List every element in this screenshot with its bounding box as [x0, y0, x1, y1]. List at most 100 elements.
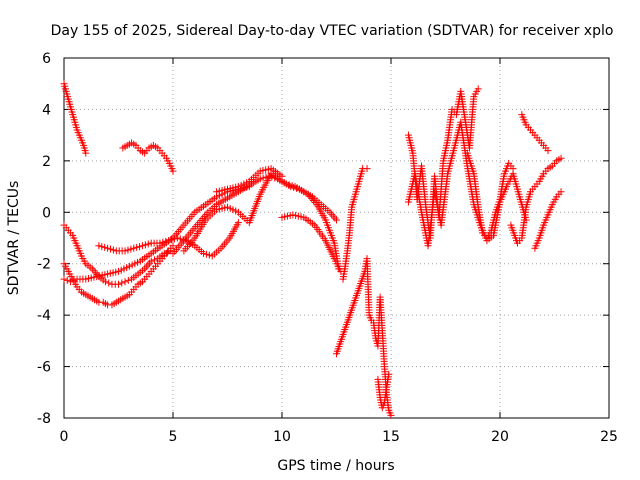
data-point: [109, 246, 117, 254]
data-point: [159, 238, 167, 246]
data-point: [63, 276, 71, 284]
data-point: [156, 239, 164, 247]
y-tick-label: -2: [37, 257, 51, 273]
data-point: [92, 269, 100, 277]
data-point: [168, 236, 176, 244]
data-point: [95, 242, 103, 250]
series-arc-k: [339, 165, 371, 283]
data-point: [205, 251, 213, 259]
chart-title: Day 155 of 2025, Sidereal Day-to-day VTE…: [51, 23, 614, 39]
data-point: [160, 249, 168, 257]
plot-frame: [63, 57, 610, 419]
data-point: [101, 243, 109, 251]
data-point: [105, 279, 113, 287]
data-point: [147, 257, 155, 265]
data-point: [118, 279, 126, 287]
y-tick-label: -4: [37, 308, 51, 324]
data-point: [557, 188, 565, 196]
data-point: [141, 241, 149, 249]
axis-ticks: [63, 57, 610, 419]
y-axis-title: SDTVAR / TECUs: [6, 181, 22, 296]
data-point: [173, 234, 181, 242]
y-tick-label: -6: [37, 360, 51, 376]
data-point: [278, 172, 286, 180]
data-point: [98, 243, 106, 251]
data-point: [256, 175, 264, 183]
data-point: [363, 165, 371, 173]
data-point: [165, 237, 173, 245]
y-tick-labels: 6 4 2 0 -2 -4 -6 -8: [37, 51, 51, 427]
data-point: [101, 278, 109, 286]
data-point: [557, 154, 565, 162]
data-point: [287, 183, 295, 191]
data-point: [138, 242, 146, 250]
data-point: [115, 280, 122, 288]
data-point: [385, 370, 393, 378]
data-point: [328, 210, 336, 218]
data-point: [142, 263, 150, 271]
data-point: [60, 275, 68, 283]
data-point: [509, 165, 517, 173]
data-point: [234, 219, 242, 227]
data-point: [331, 214, 339, 222]
y-tick-label: -8: [37, 411, 51, 427]
data-point: [121, 247, 129, 255]
x-tick-label: 20: [491, 429, 509, 445]
data-markers: [60, 80, 565, 419]
data-point: [164, 248, 172, 256]
data-point: [169, 242, 177, 250]
data-point: [329, 212, 337, 220]
data-point: [200, 249, 208, 257]
series-arc-p: [463, 149, 517, 242]
x-tick-label: 15: [382, 429, 400, 445]
data-point: [146, 259, 154, 267]
data-point: [82, 149, 90, 157]
data-point: [124, 246, 132, 254]
data-point: [107, 245, 115, 253]
data-point: [293, 184, 301, 192]
series-arc-b: [119, 139, 177, 175]
data-point: [290, 183, 298, 191]
series-arc-a: [60, 80, 90, 157]
data-point: [127, 245, 135, 253]
x-axis-title: GPS time / hours: [277, 458, 394, 474]
y-tick-label: 2: [42, 154, 51, 170]
series-arc-h: [180, 170, 343, 273]
x-tick-labels: 0 5 10 15 20 25: [60, 429, 618, 445]
series-arc-j: [278, 211, 345, 275]
data-point: [136, 243, 144, 251]
data-point: [133, 243, 141, 251]
series-arc-q: [507, 154, 565, 247]
data-point: [104, 244, 112, 252]
x-tick-label: 10: [273, 429, 291, 445]
data-point: [162, 237, 170, 245]
grid: [64, 58, 609, 418]
x-tick-label: 25: [600, 429, 618, 445]
y-tick-label: 6: [42, 51, 51, 67]
series-arc-c: [60, 183, 253, 286]
series-arc-s: [531, 188, 565, 252]
data-point: [202, 250, 210, 258]
data-point: [130, 244, 138, 252]
x-tick-label: 0: [60, 429, 69, 445]
series-arc-f: [95, 219, 242, 260]
data-point: [544, 147, 552, 155]
data-point: [169, 167, 177, 175]
data-point: [124, 276, 132, 284]
series-arc-i: [213, 165, 286, 196]
data-point: [144, 261, 152, 269]
data-point: [121, 278, 129, 286]
series-arc-r: [518, 111, 552, 155]
data-point: [387, 411, 395, 419]
data-point: [474, 85, 482, 93]
series-arc-m: [374, 370, 393, 412]
data-point: [333, 216, 340, 224]
data-point: [144, 240, 152, 248]
x-tick-label: 5: [169, 429, 178, 445]
y-tick-label: 0: [42, 205, 51, 221]
y-tick-label: 4: [42, 102, 51, 118]
series-arc-d: [60, 242, 177, 309]
series-arc-e: [60, 221, 175, 288]
data-point: [150, 256, 158, 264]
